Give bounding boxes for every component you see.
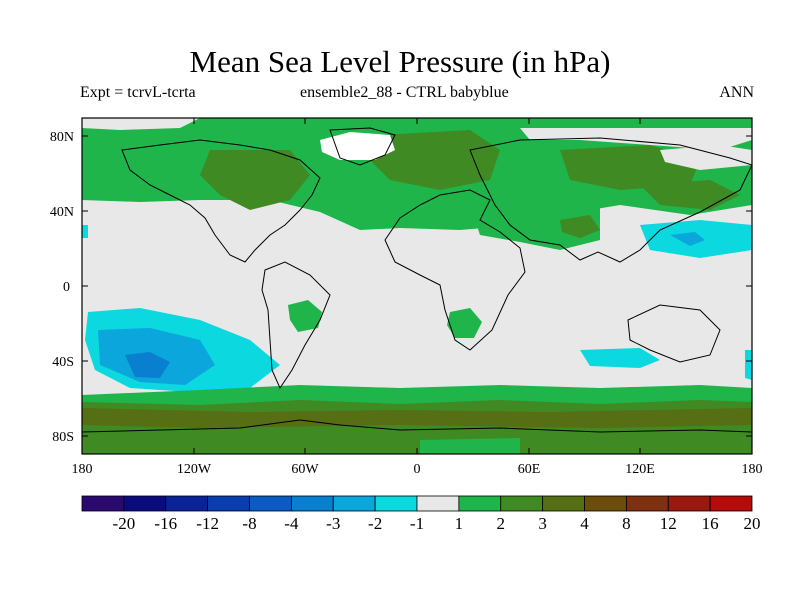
lon-label-60w: 60W	[291, 462, 319, 477]
colorbar-label: -16	[154, 514, 177, 533]
colorbar: -20 -16 -12 -8 -4 -3 -2 -1 1 2 3 4 8 12 16 20	[81, 495, 761, 533]
colorbar-label: -3	[326, 514, 340, 533]
colorbar-swatch	[416, 495, 460, 512]
colorbar-label: 4	[580, 514, 589, 533]
coast-south-america	[261, 261, 331, 390]
colorbar-swatch	[249, 495, 292, 512]
lon-label-180w: 180	[72, 462, 93, 477]
season-label: ANN	[719, 84, 754, 101]
lon-label-120e: 120E	[625, 462, 655, 477]
field-olive-atlantic	[370, 130, 500, 190]
lat-label-80s: 80S	[52, 430, 74, 445]
colorbar-swatch	[458, 495, 502, 512]
colorbar-swatch	[625, 495, 669, 512]
field-green-asia	[470, 205, 600, 250]
colorbar-label: 8	[622, 514, 631, 533]
coast-north-america	[121, 139, 321, 263]
colorbar-label: -12	[196, 514, 219, 533]
ensemble-label: ensemble2_88 - CTRL babyblue	[300, 84, 509, 101]
lat-label-40s: 40S	[52, 355, 74, 370]
field-olive-eastasia	[640, 180, 740, 210]
colorbar-label: -20	[113, 514, 136, 533]
field-cyan-atlantic-east	[82, 225, 88, 238]
field-neutral-arctic-east	[520, 128, 752, 150]
colorbar-swatch	[165, 495, 209, 512]
coast-australia	[627, 304, 721, 363]
colorbar-swatch	[207, 495, 250, 512]
lat-label-80n: 80N	[50, 130, 74, 145]
colorbar-label: 2	[497, 514, 506, 533]
colorbar-label: 12	[660, 514, 677, 533]
coast-antarctica	[82, 419, 752, 433]
field-white-greenland	[320, 132, 395, 160]
lat-label-40n: 40N	[50, 205, 74, 220]
lon-label-120w: 120W	[177, 462, 212, 477]
field-cyan-indianocean	[580, 348, 660, 368]
colorbar-label: 3	[538, 514, 547, 533]
field-olive-caspian	[560, 215, 600, 238]
colorbar-label: 20	[744, 514, 761, 533]
field-green-southamerica	[288, 300, 322, 332]
coast-greenland	[329, 127, 396, 166]
coast-europe-africa	[384, 189, 526, 351]
colorbar-label: 16	[702, 514, 719, 533]
field-lightblue-northpacific	[670, 232, 705, 246]
colorbar-swatch	[709, 495, 753, 512]
axis-ticks	[82, 118, 752, 454]
coast-asia	[469, 137, 752, 263]
coastlines	[82, 127, 752, 433]
colorbar-label: -1	[410, 514, 424, 533]
colorbar-swatch	[81, 495, 125, 512]
colorbar-label: -2	[368, 514, 382, 533]
field-neutral-arctic-west	[82, 118, 200, 130]
lon-label-0: 0	[414, 462, 421, 477]
field-green-southernafrica	[447, 308, 482, 338]
field-brown-southernocean	[82, 408, 752, 428]
experiment-label: Expt = tcrvL-tcrta	[80, 84, 196, 101]
colorbar-swatch	[584, 495, 627, 512]
colorbar-swatch	[332, 495, 376, 512]
map-title: Mean Sea Level Pressure (in hPa)	[189, 44, 611, 79]
colorbar-swatch	[542, 495, 585, 512]
colorbar-swatch	[500, 495, 544, 512]
lon-label-60e: 60E	[518, 462, 541, 477]
field-blue-southpacific	[125, 352, 170, 378]
colorbar-swatch	[123, 495, 167, 512]
colorbar-label: -8	[242, 514, 256, 533]
colorbar-label: 1	[455, 514, 464, 533]
field-olive-northamerica	[200, 150, 310, 210]
colorbar-swatch	[374, 495, 418, 512]
field-cyan-tasman	[745, 350, 752, 380]
lon-label-180e: 180	[742, 462, 763, 477]
pressure-field	[82, 118, 752, 454]
field-neutral-pacific-north	[660, 145, 752, 170]
field-green-antarctica	[420, 438, 520, 454]
colorbar-swatch	[667, 495, 711, 512]
lat-label-eq: 0	[63, 280, 70, 295]
colorbar-label: -4	[284, 514, 299, 533]
colorbar-swatch	[290, 495, 334, 512]
